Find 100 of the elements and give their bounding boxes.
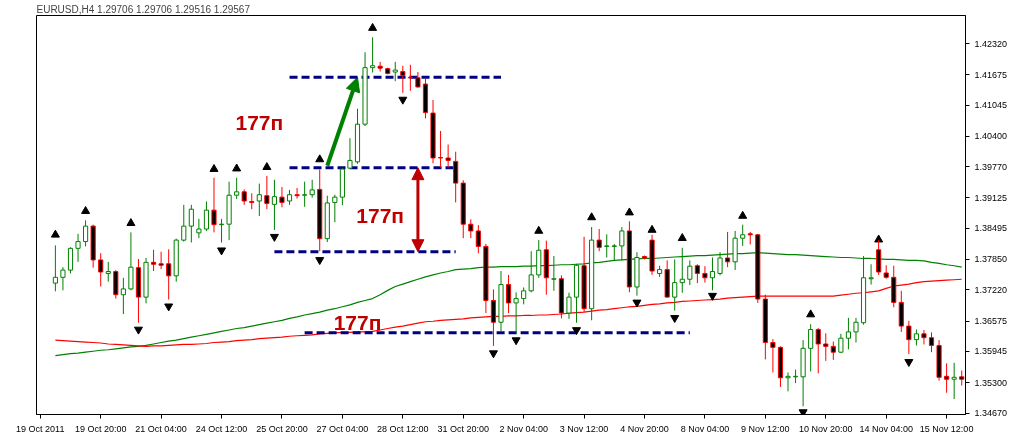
x-tick-label: 19 Oct 2011 — [16, 423, 65, 434]
candlestick — [166, 248, 172, 301]
candlestick — [332, 194, 338, 223]
candlestick — [725, 231, 731, 268]
candlestick — [75, 233, 81, 263]
y-tick-label: 1.37220 — [974, 284, 1008, 295]
candlestick — [294, 187, 300, 200]
candlestick — [475, 224, 481, 254]
candlestick — [120, 277, 126, 315]
candlestick — [823, 332, 829, 362]
point — [164, 303, 174, 312]
candlestick — [60, 266, 66, 291]
point — [624, 207, 634, 216]
annotation: 177п — [356, 203, 405, 227]
point — [572, 327, 582, 336]
candlestick — [687, 259, 693, 286]
point — [806, 309, 816, 318]
candlestick — [302, 181, 308, 208]
candlestick — [196, 218, 202, 239]
candlestick — [694, 263, 700, 284]
candlestick — [211, 177, 217, 233]
candlestick — [604, 233, 610, 259]
x-tick-label: 15 Nov 12:00 — [919, 423, 974, 434]
point — [126, 218, 136, 227]
point — [677, 233, 687, 241]
y-tick-label: 1.35945 — [974, 346, 1008, 357]
candlestick — [898, 290, 904, 333]
candlestick — [845, 317, 852, 350]
point — [874, 234, 884, 243]
y-tick-label: 1.40400 — [974, 131, 1008, 142]
point — [368, 22, 378, 31]
x-tick-label: 9 Nov 12:00 — [741, 423, 790, 434]
point — [209, 163, 219, 172]
candlestick — [513, 291, 519, 334]
candlestick — [279, 186, 285, 208]
candlestick — [438, 130, 444, 169]
candlestick — [785, 371, 791, 392]
candlestick — [951, 362, 957, 400]
y-tick-label: 1.36575 — [974, 316, 1008, 327]
y-tick-label: 1.41045 — [974, 100, 1008, 111]
candlestick — [445, 143, 451, 169]
candlestick — [672, 258, 678, 312]
x-tick-label: 27 Oct 04:00 — [316, 423, 369, 434]
point — [133, 326, 143, 335]
candlestick — [256, 183, 262, 217]
candlestick — [370, 36, 376, 73]
point — [587, 212, 597, 221]
x-tick-label: 2 Nov 04:00 — [499, 423, 548, 434]
candlestick — [264, 175, 270, 210]
point — [262, 162, 272, 170]
candlestick — [203, 200, 210, 232]
x-tick-label: 24 Oct 12:00 — [195, 423, 248, 434]
point — [511, 337, 521, 346]
candlestick — [830, 341, 836, 361]
point — [232, 163, 242, 172]
point — [50, 229, 60, 238]
point — [217, 247, 227, 256]
candlestick — [815, 327, 821, 374]
annotation: 177п — [235, 111, 284, 134]
candlestick — [566, 292, 572, 320]
point — [488, 350, 498, 359]
candlestick — [128, 231, 134, 291]
candlestick — [98, 252, 104, 287]
candlestick — [702, 265, 708, 284]
y-tick-label: 1.37850 — [974, 254, 1008, 265]
x-tick-label: 19 Oct 20:00 — [74, 423, 127, 434]
x-tick-label: 14 Nov 04:00 — [859, 423, 913, 434]
point — [632, 299, 642, 308]
candlestick — [944, 362, 950, 394]
y-tick-label: 1.42320 — [974, 38, 1008, 49]
candlestick — [928, 331, 935, 353]
candlestick — [271, 179, 277, 231]
candlestick — [921, 329, 927, 345]
annotation: 177п — [333, 310, 382, 334]
candlestick — [83, 219, 89, 247]
point — [904, 359, 914, 367]
candlestick — [181, 204, 187, 243]
point — [647, 224, 657, 233]
point — [670, 315, 680, 324]
candlestick — [505, 274, 512, 314]
x-tick-label: 31 Oct 20:00 — [437, 423, 490, 434]
y-tick-label: 1.35300 — [974, 377, 1008, 388]
candlestick — [234, 177, 240, 200]
y-tick-label: 1.38495 — [974, 223, 1008, 234]
x-tick-label: 8 Nov 04:00 — [680, 423, 730, 434]
y-tick-label: 1.41675 — [974, 69, 1008, 80]
x-tick-label: 4 Nov 20:00 — [620, 423, 669, 434]
candlestick — [853, 317, 859, 344]
candlestick — [453, 151, 459, 203]
x-tick-label: 10 Nov 20:00 — [799, 423, 853, 434]
candlestick — [868, 263, 874, 286]
x-tick-label: 21 Oct 04:00 — [135, 423, 187, 434]
point — [534, 225, 544, 234]
y-tick-label: 1.39125 — [974, 192, 1008, 203]
candlestick — [67, 246, 74, 274]
x-tick-label: 25 Oct 20:00 — [256, 423, 308, 434]
x-tick-label: 3 Nov 12:00 — [559, 423, 609, 434]
candlestick — [52, 244, 58, 292]
point — [707, 292, 717, 301]
candlestick — [709, 257, 716, 291]
